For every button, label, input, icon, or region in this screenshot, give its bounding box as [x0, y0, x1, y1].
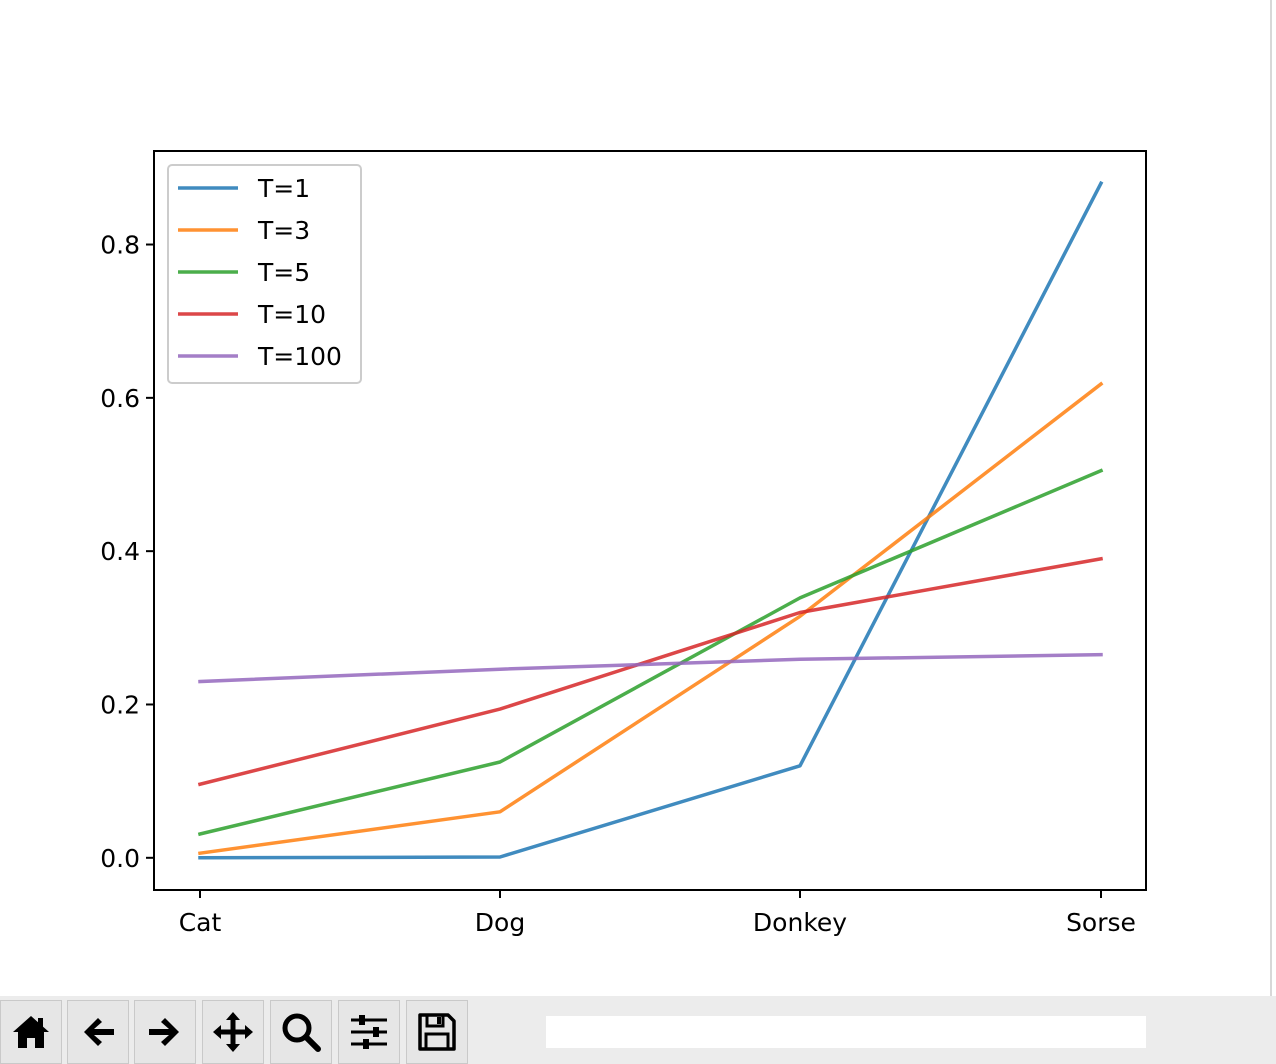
navigation-toolbar — [0, 996, 1276, 1064]
save-button[interactable] — [406, 1000, 468, 1064]
pan-button[interactable] — [202, 1000, 264, 1064]
arrow-left-icon — [84, 1018, 114, 1046]
legend-label: T=10 — [257, 300, 326, 329]
back-button[interactable] — [67, 1000, 129, 1064]
series-line-t-10 — [197, 556, 1104, 787]
axes-frame — [153, 150, 1147, 891]
series-line-t-5 — [197, 468, 1104, 837]
x-tick-label: Cat — [179, 908, 222, 937]
home-button[interactable] — [0, 1000, 62, 1064]
move-icon — [213, 1012, 253, 1052]
floppy-disk-icon — [418, 1013, 456, 1051]
home-icon — [13, 1016, 49, 1048]
y-tick-label: 0.6 — [100, 384, 140, 413]
x-tick-label: Dog — [475, 908, 525, 937]
sliders-icon — [351, 1015, 387, 1049]
legend-label: T=100 — [257, 342, 342, 371]
y-tick-label: 0.8 — [100, 231, 140, 260]
x-tick-label: Donkey — [753, 908, 847, 937]
y-tick-label: 0.2 — [100, 690, 140, 719]
axis-ticks: 0.0 0.2 0.4 0.6 0.8 Cat Dog Donkey Sorse — [100, 231, 1136, 937]
series-line-t-100 — [198, 652, 1103, 684]
legend: T=1 T=3 T=5 T=10 T=100 — [167, 164, 362, 384]
magnifier-icon — [282, 1013, 321, 1052]
series-line-t-1 — [198, 180, 1104, 860]
configure-subplots-button[interactable] — [338, 1000, 400, 1064]
legend-box — [167, 164, 362, 384]
series-lines — [197, 180, 1104, 860]
zoom-button[interactable] — [270, 1000, 332, 1064]
figure-canvas: 0.0 0.2 0.4 0.6 0.8 Cat Dog Donkey Sorse T=1 T=3 T… — [100, 0, 1276, 996]
series-line-t-3 — [198, 381, 1104, 856]
y-tick-label: 0.0 — [100, 844, 140, 873]
y-tick-label: 0.4 — [100, 537, 140, 566]
status-message — [546, 1016, 1146, 1048]
forward-button[interactable] — [134, 1000, 196, 1064]
legend-label: T=3 — [257, 216, 310, 245]
x-tick-label: Sorse — [1066, 908, 1136, 937]
arrow-right-icon — [149, 1018, 179, 1046]
legend-label: T=1 — [257, 174, 310, 203]
window-edge — [1270, 0, 1276, 996]
legend-label: T=5 — [257, 258, 310, 287]
